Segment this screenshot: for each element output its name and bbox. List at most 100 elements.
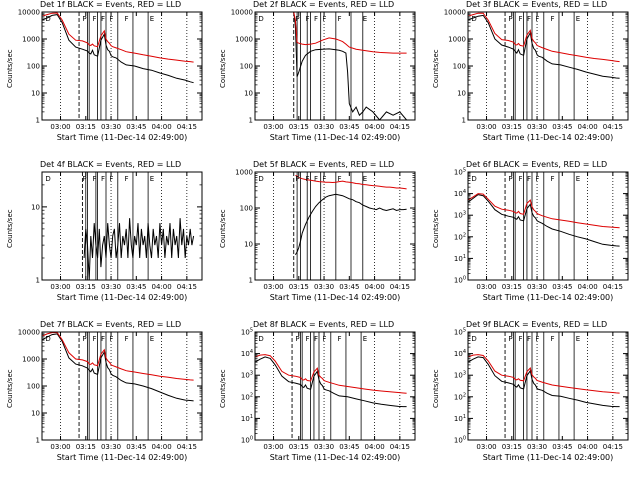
x-tick-label: 03:45 (126, 123, 146, 131)
y-tick-label: 1 (36, 277, 40, 285)
plot-frame (41, 171, 203, 281)
y-tick-label: 105 (241, 328, 253, 337)
x-tick-label: 03:30 (101, 283, 121, 291)
x-axis-label: Start Time (11-Dec-14 02:49:00) (482, 293, 614, 302)
y-tick-label: 100 (453, 63, 466, 71)
x-axis-label: Start Time (11-Dec-14 02:49:00) (482, 453, 614, 462)
legend-letter: F (322, 15, 326, 23)
x-tick-label: 03:15 (289, 123, 309, 131)
events-series-line (294, 193, 407, 256)
legend-letter: F (314, 335, 318, 343)
x-tick-label: 03:15 (76, 443, 96, 451)
y-tick-label: 10000 (444, 9, 466, 17)
legend-letter: F (306, 15, 310, 23)
y-tick-label: 100 (27, 383, 40, 391)
detector-panel-7: Det 7f BLACK = Events, RED = LLD Start Ti… (0, 320, 213, 480)
y-tick-label: 100 (27, 63, 40, 71)
y-tick-label: 104 (241, 349, 253, 358)
x-tick-label: 03:00 (50, 443, 70, 451)
plot-canvas: D P F F F F E03:00 03:15 03:30 03:45 04:00 04:15110… (444, 9, 629, 131)
legend-letter: F (322, 335, 326, 343)
legend-letter: F (101, 15, 105, 23)
legend-letter: E (150, 335, 154, 343)
y-tick-label: 1 (36, 437, 40, 445)
plot-canvas: D P F F F F E03:00 03:15 03:30 03:45 04:00 04:15100… (454, 168, 629, 291)
x-tick-label: 04:15 (603, 283, 623, 291)
plot-canvas: D P F F F F E03:00 03:15 03:30 03:45 04:00 04:15110… (18, 9, 203, 131)
panel-title: Det 2f BLACK = Events, RED = LLD (253, 0, 395, 9)
plot-area (42, 332, 194, 440)
detector-panel-5: Det 5f BLACK = Events, RED = LLD Start Ti… (213, 160, 426, 320)
x-tick-label: 04:15 (177, 123, 197, 131)
legend-letter: P (295, 175, 299, 183)
x-tick-label: 04:15 (390, 283, 410, 291)
legend-letter: F (527, 175, 531, 183)
detector-panel-1: Det 1f BLACK = Events, RED = LLD Start Ti… (0, 0, 213, 160)
y-tick-label: 102 (454, 392, 466, 401)
x-tick-label: 03:00 (50, 283, 70, 291)
legend-letter: F (527, 335, 531, 343)
x-tick-label: 03:30 (527, 123, 547, 131)
panel-title: Det 6f BLACK = Events, RED = LLD (466, 160, 608, 169)
x-axis-label: Start Time (11-Dec-14 02:49:00) (269, 453, 401, 462)
legend-letter: D (471, 15, 476, 23)
legend-letter: F (314, 175, 318, 183)
y-tick-label: 102 (454, 232, 466, 241)
lld-series-line (255, 12, 407, 54)
y-tick-label: 10 (31, 203, 40, 211)
y-tick-label: 101 (454, 414, 466, 423)
legend-letter: E (576, 15, 580, 23)
x-tick-label: 04:00 (364, 443, 384, 451)
plot-area (60, 172, 195, 280)
y-tick-label: 102 (241, 392, 253, 401)
legend-letter: F (519, 175, 523, 183)
events-series-line (468, 356, 620, 408)
y-tick-label: 104 (454, 189, 466, 198)
panel-title: Det 5f BLACK = Events, RED = LLD (253, 160, 395, 169)
legend-letter: F (93, 15, 97, 23)
x-tick-label: 03:45 (339, 443, 359, 451)
legend-letter: D (471, 335, 476, 343)
x-axis-label: Start Time (11-Dec-14 02:49:00) (56, 293, 188, 302)
x-tick-label: 03:00 (476, 283, 496, 291)
legend-letter: F (535, 335, 539, 343)
x-tick-label: 04:00 (364, 123, 384, 131)
x-tick-label: 03:30 (314, 443, 334, 451)
y-tick-label: 10 (244, 241, 253, 249)
events-series-line (468, 194, 620, 247)
legend-letter: D (471, 175, 476, 183)
plot-area (468, 12, 620, 120)
x-tick-label: 03:30 (527, 283, 547, 291)
y-tick-label: 1000 (235, 36, 253, 44)
x-tick-label: 04:00 (577, 283, 597, 291)
plot-canvas: D P F F F F E03:00 03:15 03:30 03:45 04:00 04:15100… (241, 328, 416, 451)
x-tick-label: 03:15 (76, 283, 96, 291)
legend-letter: F (109, 175, 113, 183)
legend-letter: E (363, 175, 367, 183)
x-tick-label: 04:15 (390, 443, 410, 451)
x-tick-label: 03:45 (126, 443, 146, 451)
legend-letter: F (551, 175, 555, 183)
legend-letter: F (535, 15, 539, 23)
legend-letter: F (109, 15, 113, 23)
x-tick-label: 03:45 (126, 283, 146, 291)
legend-letter: D (258, 175, 263, 183)
legend-letter: F (527, 15, 531, 23)
legend-letter: F (306, 175, 310, 183)
legend-letter: D (258, 15, 263, 23)
lld-series-line (468, 354, 620, 394)
x-tick-label: 04:00 (364, 283, 384, 291)
plot-canvas: D P F F F F E03:00 03:15 03:30 03:45 04:00 04:15110… (231, 9, 416, 131)
events-series-line (83, 218, 195, 280)
plot-area (468, 172, 620, 280)
x-tick-label: 03:45 (339, 283, 359, 291)
events-series-line (468, 14, 620, 79)
events-series-line (42, 14, 194, 84)
y-tick-label: 1000 (448, 36, 466, 44)
x-tick-label: 03:00 (263, 283, 283, 291)
y-tick-label: 100 (454, 436, 466, 445)
legend-letter: F (519, 15, 523, 23)
plot-area (255, 332, 407, 440)
lld-series-line (295, 175, 407, 190)
